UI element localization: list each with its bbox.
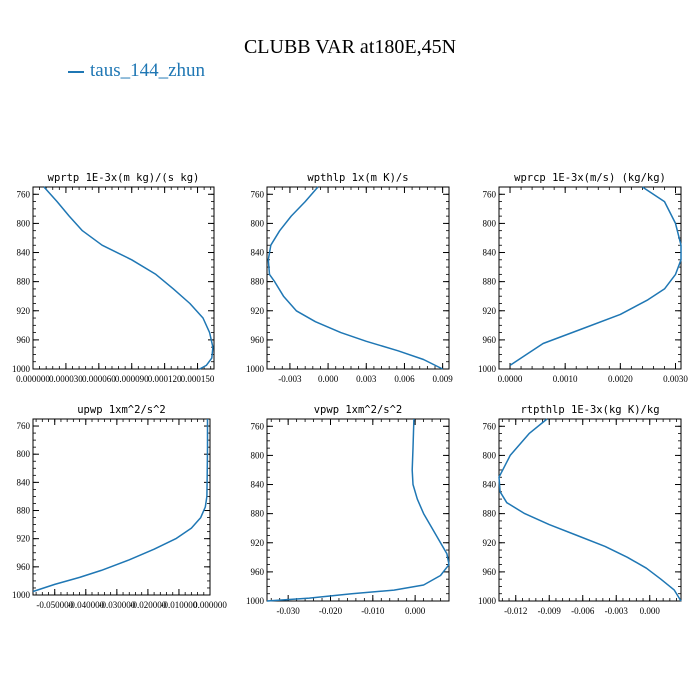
plot-frame — [32, 418, 211, 596]
x-tick-label: 0.003 — [356, 374, 377, 384]
y-tick-label: 960 — [483, 567, 497, 577]
plot-frame — [266, 418, 450, 602]
series-line — [43, 186, 214, 370]
x-tick-label: 0.000000 — [193, 600, 227, 610]
y-tick-label: 1000 — [478, 364, 497, 374]
y-tick-label: 840 — [17, 248, 31, 258]
y-tick-label: 920 — [483, 538, 497, 548]
plot-title: wprtp 1E-3x(m kg)/(s kg) — [48, 172, 200, 184]
y-tick-label: 840 — [483, 248, 497, 258]
x-tick-label: 0.000150 — [181, 374, 215, 384]
x-tick-label: 0.0010 — [553, 374, 578, 384]
y-tick-label: 760 — [483, 189, 497, 199]
x-tick-label: 0.006 — [394, 374, 415, 384]
x-tick-label: -0.010000 — [161, 600, 198, 610]
plot-title: wpthlp 1x(m K)/s — [307, 172, 408, 184]
x-tick-label: 0.009 — [433, 374, 454, 384]
x-tick-label: -0.009 — [538, 606, 562, 616]
y-tick-label: 760 — [251, 189, 265, 199]
x-tick-label: 0.0000 — [498, 374, 523, 384]
y-tick-label: 840 — [483, 480, 497, 490]
plot-title: upwp 1xm^2/s^2 — [77, 404, 166, 416]
y-tick-label: 880 — [483, 509, 497, 519]
x-tick-label: -0.050000 — [36, 600, 73, 610]
x-tick-label: 0.000 — [640, 606, 661, 616]
legend-label: taus_144_zhun — [90, 60, 206, 81]
y-tick-label: 1000 — [12, 364, 31, 374]
y-tick-label: 840 — [251, 248, 265, 258]
x-tick-label: -0.003 — [278, 374, 302, 384]
x-tick-label: -0.030000 — [98, 600, 135, 610]
y-tick-label: 960 — [17, 562, 31, 572]
y-tick-label: 920 — [483, 306, 497, 316]
series-line — [266, 418, 450, 602]
y-tick-label: 880 — [483, 277, 497, 287]
y-tick-label: 920 — [17, 306, 31, 316]
series-line — [267, 186, 443, 370]
series-line — [509, 186, 682, 367]
plot-title: vpwp 1xm^2/s^2 — [314, 404, 403, 416]
y-tick-label: 800 — [483, 218, 497, 228]
plot-frame — [498, 186, 682, 370]
x-tick-label: -0.020000 — [130, 600, 167, 610]
legend-line-swatch — [68, 70, 84, 73]
y-tick-label: 960 — [251, 335, 265, 345]
y-tick-label: 960 — [251, 567, 265, 577]
y-tick-label: 800 — [17, 449, 31, 459]
y-tick-label: 760 — [251, 421, 265, 431]
y-tick-label: 880 — [251, 509, 265, 519]
y-tick-label: 1000 — [12, 590, 31, 600]
y-tick-label: 960 — [17, 335, 31, 345]
x-tick-label: 0.000 — [405, 606, 426, 616]
y-tick-label: 1000 — [246, 364, 265, 374]
x-tick-label: 0.000090 — [115, 374, 149, 384]
y-tick-label: 800 — [251, 218, 265, 228]
plot-title: rtpthlp 1E-3x(kg K)/kg — [520, 404, 659, 416]
x-tick-label: -0.003 — [605, 606, 629, 616]
y-tick-label: 880 — [17, 506, 31, 516]
x-tick-label: 0.000 — [318, 374, 339, 384]
y-tick-label: 760 — [17, 189, 31, 199]
plot-title: wprcp 1E-3x(m/s) (kg/kg) — [514, 172, 666, 184]
y-tick-label: 840 — [17, 477, 31, 487]
x-tick-label: -0.012 — [504, 606, 527, 616]
x-tick-label: -0.030 — [277, 606, 301, 616]
y-tick-label: 760 — [17, 421, 31, 431]
y-tick-label: 800 — [251, 450, 265, 460]
y-tick-label: 960 — [483, 335, 497, 345]
y-tick-label: 920 — [251, 306, 265, 316]
x-tick-label: 0.0030 — [663, 374, 688, 384]
y-tick-label: 880 — [251, 277, 265, 287]
plot-frame — [266, 186, 450, 370]
y-tick-label: 1000 — [246, 596, 265, 606]
y-tick-label: 760 — [483, 421, 497, 431]
x-tick-label: 0.000000 — [16, 374, 50, 384]
y-tick-label: 800 — [17, 218, 31, 228]
chart-title: CLUBB VAR at180E,45N — [243, 36, 457, 58]
y-tick-label: 840 — [251, 480, 265, 490]
y-tick-label: 880 — [17, 277, 31, 287]
x-tick-label: -0.020 — [319, 606, 343, 616]
y-tick-label: 920 — [17, 534, 31, 544]
x-tick-label: 0.000120 — [148, 374, 182, 384]
x-tick-label: -0.006 — [571, 606, 595, 616]
x-tick-label: -0.040000 — [67, 600, 104, 610]
series-line — [498, 418, 682, 602]
x-tick-label: 0.0020 — [608, 374, 633, 384]
x-tick-label: -0.010 — [361, 606, 385, 616]
y-tick-label: 800 — [483, 450, 497, 460]
legend: taus_144_zhun — [68, 60, 205, 82]
plot-frame — [498, 418, 682, 602]
y-tick-label: 920 — [251, 538, 265, 548]
series-line — [32, 419, 209, 593]
y-tick-label: 1000 — [478, 596, 497, 606]
plot-frame — [32, 186, 215, 370]
x-tick-label: 0.000030 — [49, 374, 83, 384]
x-tick-label: 0.000060 — [82, 374, 116, 384]
